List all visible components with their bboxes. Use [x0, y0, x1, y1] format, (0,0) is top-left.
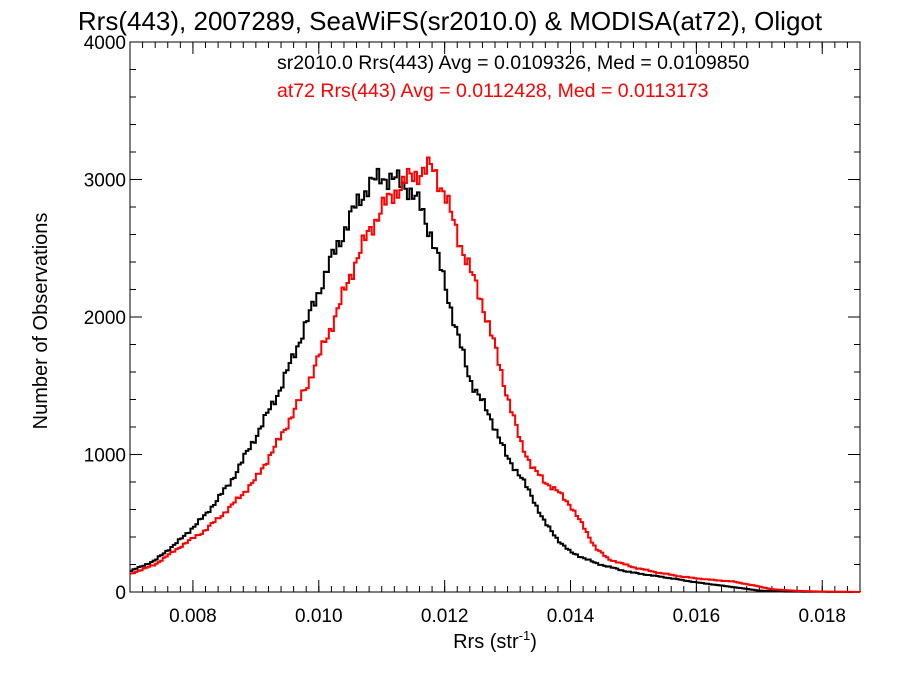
y-tick-label: 2000 [84, 308, 126, 329]
plot-border [129, 41, 861, 593]
legend-annotation-sr2010: sr2010.0 Rrs(443) Avg = 0.0109326, Med =… [277, 52, 749, 74]
series-layer [130, 156, 861, 593]
x-axis-ticks: 0.008 0.010 0.012 0.014 0.016 0.018 [129, 42, 861, 627]
series-line-at72 [130, 156, 861, 593]
legend-annotation-at72: at72 Rrs(443) Avg = 0.0112428, Med = 0.0… [277, 80, 709, 102]
y-tick-label: 1000 [84, 446, 126, 467]
y-axis-ticks: 0 1000 2000 3000 4000 [84, 33, 860, 604]
x-axis-label: Rrs (str-1) [453, 628, 537, 653]
x-axis-label-main: Rrs (str [453, 631, 519, 653]
chart-title: Rrs(443), 2007289, SeaWiFS(sr2010.0) & M… [78, 6, 823, 36]
x-axis-label-suffix: ) [530, 631, 537, 653]
x-axis-label-superscript: -1 [519, 628, 531, 643]
y-tick-label: 0 [115, 583, 126, 604]
series-line-sr2010 [130, 167, 861, 593]
x-tick-label: 0.010 [295, 606, 343, 627]
y-tick-label: 4000 [84, 33, 126, 54]
y-axis-label: Number of Observations [30, 213, 52, 430]
x-tick-label: 0.012 [421, 606, 469, 627]
plot-frame [129, 41, 861, 593]
x-tick-label: 0.016 [673, 606, 721, 627]
x-tick-label: 0.008 [169, 606, 217, 627]
x-tick-label: 0.018 [798, 606, 846, 627]
y-tick-label: 3000 [84, 171, 126, 192]
x-tick-label: 0.014 [547, 606, 595, 627]
